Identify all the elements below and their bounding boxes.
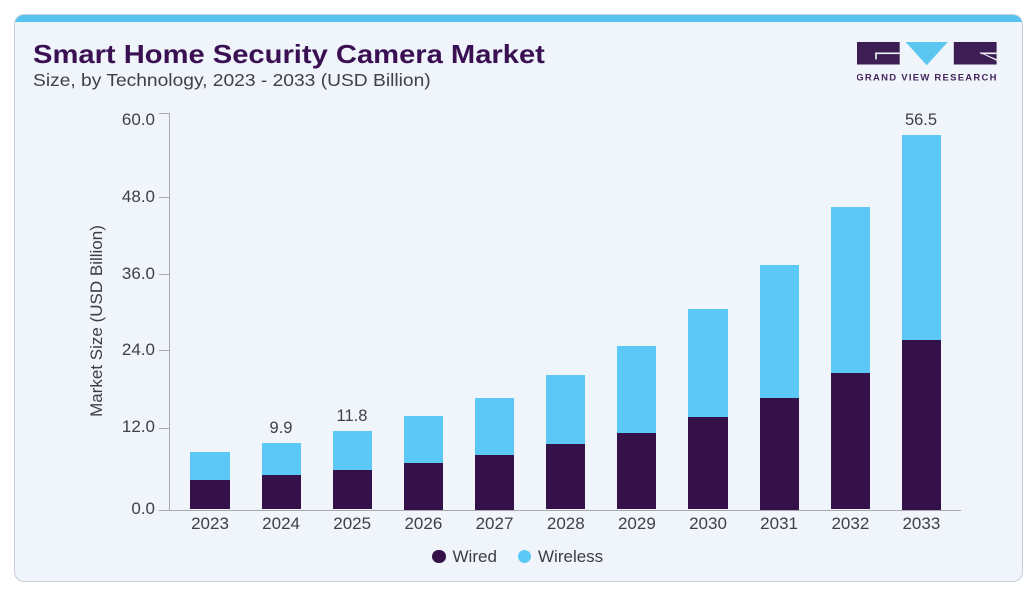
svg-text:GRAND VIEW RESEARCH: GRAND VIEW RESEARCH: [857, 72, 998, 83]
